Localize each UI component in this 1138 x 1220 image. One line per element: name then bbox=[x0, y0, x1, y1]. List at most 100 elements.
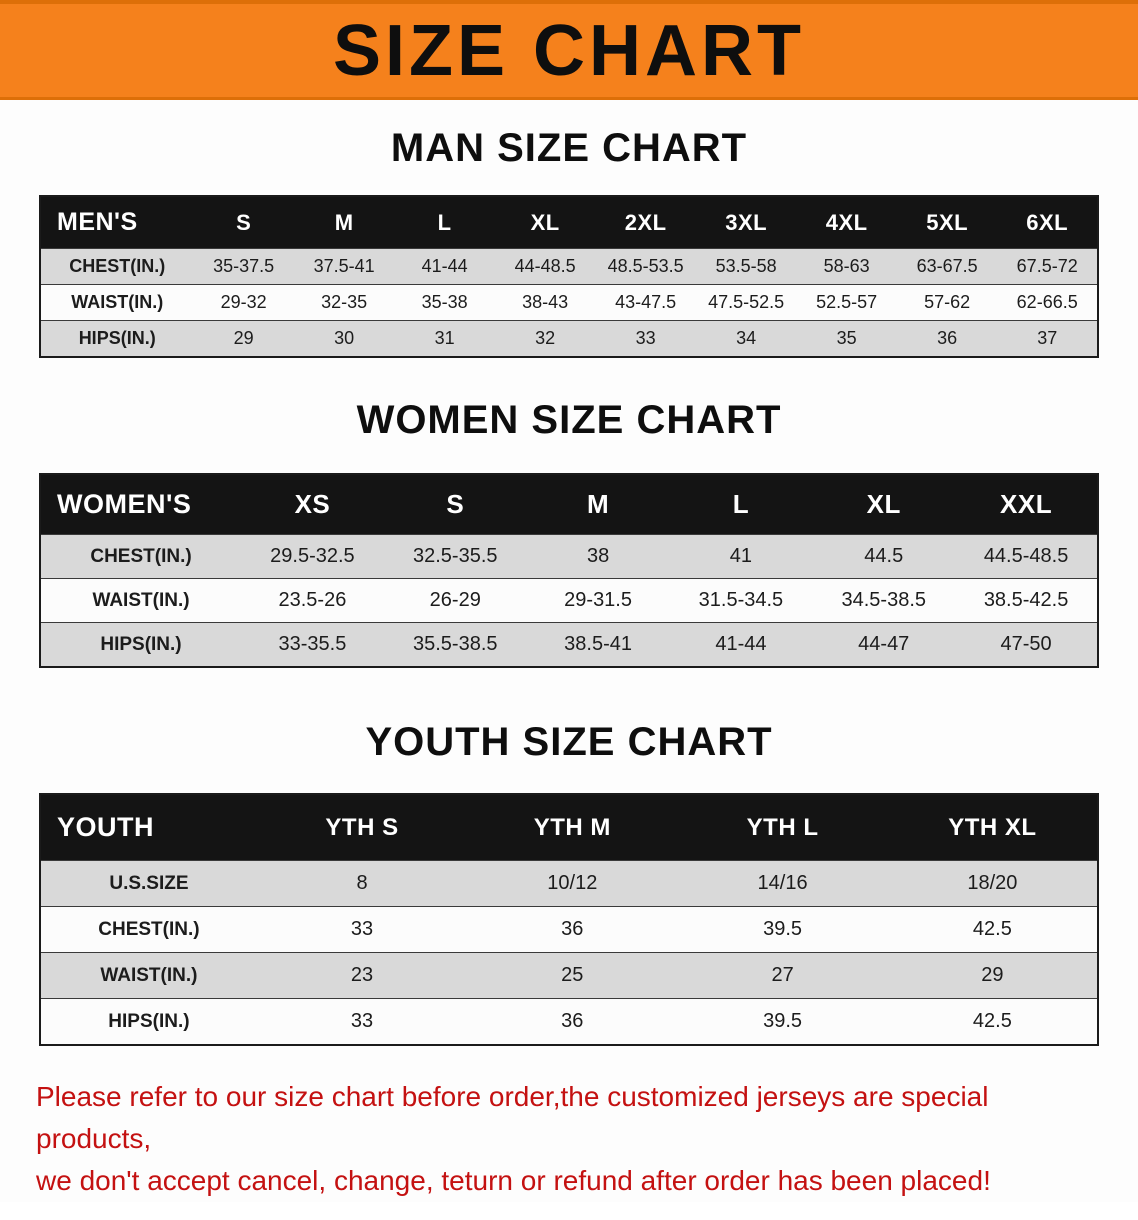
table-header-row: MEN'S S M L XL 2XL 3XL 4XL 5XL 6XL bbox=[40, 196, 1098, 249]
size-header-cell: 4XL bbox=[796, 196, 897, 249]
banner: SIZE CHART bbox=[0, 0, 1138, 100]
size-header-cell: XL bbox=[812, 474, 956, 535]
value-cell: 33-35.5 bbox=[241, 622, 384, 667]
table-row: CHEST(IN.) 29.5-32.5 32.5-35.5 38 41 44.5 44.5… bbox=[40, 534, 1098, 579]
value-cell: 8 bbox=[256, 860, 468, 907]
row-label-cell: WAIST(IN.) bbox=[40, 952, 257, 999]
table-title-cell: MEN'S bbox=[40, 196, 194, 249]
value-cell: 32.5-35.5 bbox=[383, 534, 527, 579]
value-cell: 31 bbox=[394, 320, 495, 357]
women-size-table: WOMEN'S XS S M L XL XXL CHEST(IN.) 29.5-32.5 32.5… bbox=[39, 473, 1099, 668]
value-cell: 33 bbox=[256, 906, 468, 953]
size-header-cell: S bbox=[383, 474, 527, 535]
value-cell: 36 bbox=[896, 320, 998, 357]
value-cell: 10/12 bbox=[467, 860, 678, 907]
size-header-cell: M bbox=[293, 196, 395, 249]
size-header-cell: YTH XL bbox=[887, 794, 1098, 861]
value-cell: 58-63 bbox=[796, 248, 897, 285]
value-cell: 29-32 bbox=[193, 284, 294, 321]
size-header-cell: S bbox=[193, 196, 294, 249]
size-header-cell: YTH L bbox=[677, 794, 888, 861]
youth-section-heading: YOUTH SIZE CHART bbox=[365, 720, 773, 764]
table-row: WAIST(IN.) 23 25 27 29 bbox=[40, 952, 1098, 999]
youth-section: YOUTH SIZE CHART YOUTH YTH S YTH M YTH L YTH… bbox=[0, 720, 1138, 1046]
value-cell: 25 bbox=[467, 952, 678, 999]
value-cell: 23.5-26 bbox=[241, 578, 384, 623]
size-header-cell: XL bbox=[494, 196, 596, 249]
women-section: WOMEN SIZE CHART WOMEN'S XS S M L XL XXL CHEST(… bbox=[0, 398, 1138, 668]
value-cell: 33 bbox=[595, 320, 696, 357]
value-cell: 41-44 bbox=[669, 622, 813, 667]
value-cell: 52.5-57 bbox=[796, 284, 897, 321]
size-header-cell: 3XL bbox=[695, 196, 797, 249]
value-cell: 47-50 bbox=[955, 622, 1098, 667]
size-header-cell: 5XL bbox=[896, 196, 998, 249]
table-row: HIPS(IN.) 29 30 31 32 33 34 35 36 37 bbox=[40, 320, 1098, 357]
row-label-cell: CHEST(IN.) bbox=[40, 534, 242, 579]
value-cell: 29 bbox=[887, 952, 1098, 999]
men-section-heading: MAN SIZE CHART bbox=[390, 126, 748, 170]
value-cell: 41 bbox=[669, 534, 813, 579]
value-cell: 27 bbox=[677, 952, 888, 999]
table-title-cell: YOUTH bbox=[40, 794, 257, 861]
table-header-row: WOMEN'S XS S M L XL XXL bbox=[40, 474, 1098, 535]
size-header-cell: YTH M bbox=[467, 794, 678, 861]
value-cell: 31.5-34.5 bbox=[669, 578, 813, 623]
value-cell: 29 bbox=[193, 320, 294, 357]
value-cell: 36 bbox=[467, 998, 678, 1045]
value-cell: 36 bbox=[467, 906, 678, 953]
size-header-cell: 2XL bbox=[595, 196, 696, 249]
value-cell: 35 bbox=[796, 320, 897, 357]
value-cell: 44.5 bbox=[812, 534, 956, 579]
value-cell: 18/20 bbox=[887, 860, 1098, 907]
value-cell: 35-37.5 bbox=[193, 248, 294, 285]
table-title-cell: WOMEN'S bbox=[40, 474, 242, 535]
note-line-1: Please refer to our size chart before or… bbox=[36, 1081, 989, 1154]
value-cell: 41-44 bbox=[394, 248, 495, 285]
table-row: HIPS(IN.) 33-35.5 35.5-38.5 38.5-41 41-44 44-… bbox=[40, 622, 1098, 667]
value-cell: 47.5-52.5 bbox=[695, 284, 797, 321]
women-section-heading: WOMEN SIZE CHART bbox=[356, 398, 782, 442]
value-cell: 37.5-41 bbox=[293, 248, 395, 285]
row-label-cell: CHEST(IN.) bbox=[40, 248, 194, 285]
row-label-cell: WAIST(IN.) bbox=[40, 284, 194, 321]
value-cell: 48.5-53.5 bbox=[595, 248, 696, 285]
value-cell: 37 bbox=[997, 320, 1098, 357]
value-cell: 43-47.5 bbox=[595, 284, 696, 321]
value-cell: 34.5-38.5 bbox=[812, 578, 956, 623]
value-cell: 34 bbox=[695, 320, 797, 357]
row-label-cell: WAIST(IN.) bbox=[40, 578, 242, 623]
table-row: CHEST(IN.) 35-37.5 37.5-41 41-44 44-48.5 48.5… bbox=[40, 248, 1098, 285]
value-cell: 39.5 bbox=[677, 998, 888, 1045]
table-row: HIPS(IN.) 33 36 39.5 42.5 bbox=[40, 998, 1098, 1045]
value-cell: 14/16 bbox=[677, 860, 888, 907]
value-cell: 39.5 bbox=[677, 906, 888, 953]
value-cell: 38 bbox=[526, 534, 670, 579]
size-header-cell: L bbox=[669, 474, 813, 535]
value-cell: 35.5-38.5 bbox=[383, 622, 527, 667]
value-cell: 29-31.5 bbox=[526, 578, 670, 623]
value-cell: 44-48.5 bbox=[494, 248, 596, 285]
value-cell: 42.5 bbox=[887, 998, 1098, 1045]
value-cell: 32 bbox=[494, 320, 596, 357]
value-cell: 42.5 bbox=[887, 906, 1098, 953]
value-cell: 35-38 bbox=[394, 284, 495, 321]
value-cell: 23 bbox=[256, 952, 468, 999]
value-cell: 26-29 bbox=[383, 578, 527, 623]
row-label-cell: HIPS(IN.) bbox=[40, 622, 242, 667]
table-row: U.S.SIZE 8 10/12 14/16 18/20 bbox=[40, 860, 1098, 907]
value-cell: 63-67.5 bbox=[896, 248, 998, 285]
size-header-cell: L bbox=[394, 196, 495, 249]
value-cell: 38.5-42.5 bbox=[955, 578, 1098, 623]
youth-size-table: YOUTH YTH S YTH M YTH L YTH XL U.S.SIZE 8 10/12… bbox=[39, 793, 1099, 1046]
table-header-row: YOUTH YTH S YTH M YTH L YTH XL bbox=[40, 794, 1098, 861]
table-row: CHEST(IN.) 33 36 39.5 42.5 bbox=[40, 906, 1098, 953]
table-row: WAIST(IN.) 23.5-26 26-29 29-31.5 31.5-34.5 34… bbox=[40, 578, 1098, 623]
value-cell: 67.5-72 bbox=[997, 248, 1098, 285]
value-cell: 30 bbox=[293, 320, 395, 357]
size-header-cell: M bbox=[526, 474, 670, 535]
value-cell: 32-35 bbox=[293, 284, 395, 321]
row-label-cell: CHEST(IN.) bbox=[40, 906, 257, 953]
page-title: SIZE CHART bbox=[333, 10, 805, 91]
